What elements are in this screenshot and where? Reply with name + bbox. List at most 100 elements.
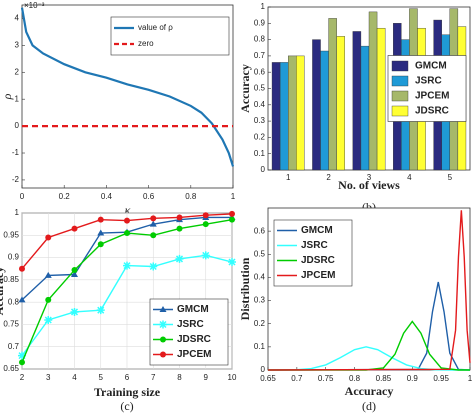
bar <box>320 50 329 171</box>
marker <box>70 307 79 316</box>
marker <box>160 336 166 343</box>
y-axis-label: Distribution <box>238 257 252 320</box>
y-tick-label: 4 <box>15 14 20 23</box>
y-tick-label: 0.3 <box>254 116 266 125</box>
marker <box>19 265 25 272</box>
x-tick-label: 0.85 <box>376 374 392 383</box>
y-tick-label: 0.85 <box>3 275 19 284</box>
marker <box>97 229 105 236</box>
marker <box>149 220 157 227</box>
x-tick-label: 4 <box>407 173 412 182</box>
legend-label: JDSRC <box>177 334 211 345</box>
legend-label: JSRC <box>415 76 442 87</box>
x-tick-label: 0.75 <box>318 374 334 383</box>
y-tick-label: 1 <box>15 208 20 217</box>
x-tick-label: 0.2 <box>59 192 71 201</box>
legend-label: GMCM <box>301 225 333 236</box>
legend-label: JDSRC <box>415 106 449 117</box>
x-tick-label: 5 <box>448 173 453 182</box>
y-tick-label: 0.5 <box>254 84 266 93</box>
y-tick-label: 0.65 <box>3 364 19 373</box>
y-tick-label: 0.2 <box>254 133 266 142</box>
y-tick-label: 2 <box>15 67 20 76</box>
x-axis-label: κ <box>125 203 131 217</box>
legend-swatch <box>391 60 409 72</box>
x-tick-label: 4 <box>72 373 77 382</box>
y-tick-label: 0.95 <box>3 230 19 239</box>
x-tick-label: 0.7 <box>291 374 303 383</box>
x-axis-label: Accuracy <box>345 384 394 398</box>
x-tick-label: 6 <box>125 373 130 382</box>
marker <box>45 296 52 303</box>
x-tick-label: 10 <box>228 373 237 382</box>
bar <box>279 62 289 171</box>
x-tick-label: 2 <box>326 173 331 182</box>
legend-swatch <box>391 90 409 102</box>
marker <box>97 216 104 223</box>
y-tick-label: 0.3 <box>254 296 266 305</box>
bar <box>271 62 281 171</box>
marker <box>159 320 167 329</box>
y-tick-label: 0 <box>15 121 20 130</box>
y-tick-label: 3 <box>15 40 20 49</box>
marker <box>176 225 183 232</box>
y-tick-label: 0.8 <box>8 297 20 306</box>
x-tick-label: 0.65 <box>260 374 276 383</box>
marker <box>175 254 184 263</box>
x-tick-label: 9 <box>204 373 209 382</box>
marker <box>71 267 78 274</box>
marker <box>18 296 26 303</box>
legend-label: JPCEM <box>177 349 211 360</box>
x-tick-label: 3 <box>367 173 372 182</box>
x-axis-label: No. of views <box>338 178 400 192</box>
x-tick-label: 8 <box>177 373 182 382</box>
y-tick-label: 0.5 <box>254 249 266 258</box>
marker <box>123 261 131 270</box>
legend-label: JDSRC <box>301 255 335 266</box>
x-tick-label: 0.9 <box>407 374 419 383</box>
legend-label: GMCM <box>415 61 447 72</box>
y-tick-label: 0.9 <box>254 18 266 27</box>
y-tick-label: 0.7 <box>8 342 20 351</box>
marker <box>150 215 157 222</box>
marker <box>229 210 235 217</box>
x-tick-label: 7 <box>151 373 156 382</box>
line <box>268 320 470 371</box>
line <box>267 210 471 371</box>
y-tick-label: -1 <box>12 148 20 157</box>
marker <box>124 230 130 237</box>
x-tick-label: 1 <box>231 192 236 201</box>
marker <box>96 306 105 315</box>
legend-label: JSRC <box>301 240 328 251</box>
marker <box>124 217 130 224</box>
marker <box>149 262 158 271</box>
y-axis-label: ρ <box>0 93 14 100</box>
y-tick-label: 0 <box>261 165 266 174</box>
y-tick-label: 0.8 <box>254 35 266 44</box>
legend-label: JPCEM <box>301 270 335 281</box>
x-tick-label: 0.8 <box>185 192 197 201</box>
legend-label: JSRC <box>177 319 204 330</box>
x-tick-label: 1 <box>468 374 473 383</box>
marker <box>97 241 104 248</box>
y-tick-label: 1 <box>15 94 20 103</box>
marker <box>229 216 235 223</box>
bar <box>312 39 321 171</box>
marker <box>159 306 167 312</box>
bar <box>360 45 370 171</box>
bar <box>328 18 337 171</box>
legend-label: GMCM <box>177 304 209 315</box>
marker <box>202 221 209 228</box>
legend-box <box>110 16 230 56</box>
y-tick-label: 0.7 <box>254 51 266 60</box>
legend-label: JPCEM <box>415 91 449 102</box>
caption: (d) <box>362 399 376 413</box>
marker <box>150 232 157 239</box>
x-tick-label: 0.6 <box>143 192 155 201</box>
y-axis-label: Accuracy <box>0 267 6 316</box>
bar <box>376 27 386 171</box>
marker <box>202 212 209 219</box>
x-tick-label: 0.4 <box>101 192 113 201</box>
x-tick-label: 5 <box>99 373 104 382</box>
caption: (c) <box>120 399 133 413</box>
